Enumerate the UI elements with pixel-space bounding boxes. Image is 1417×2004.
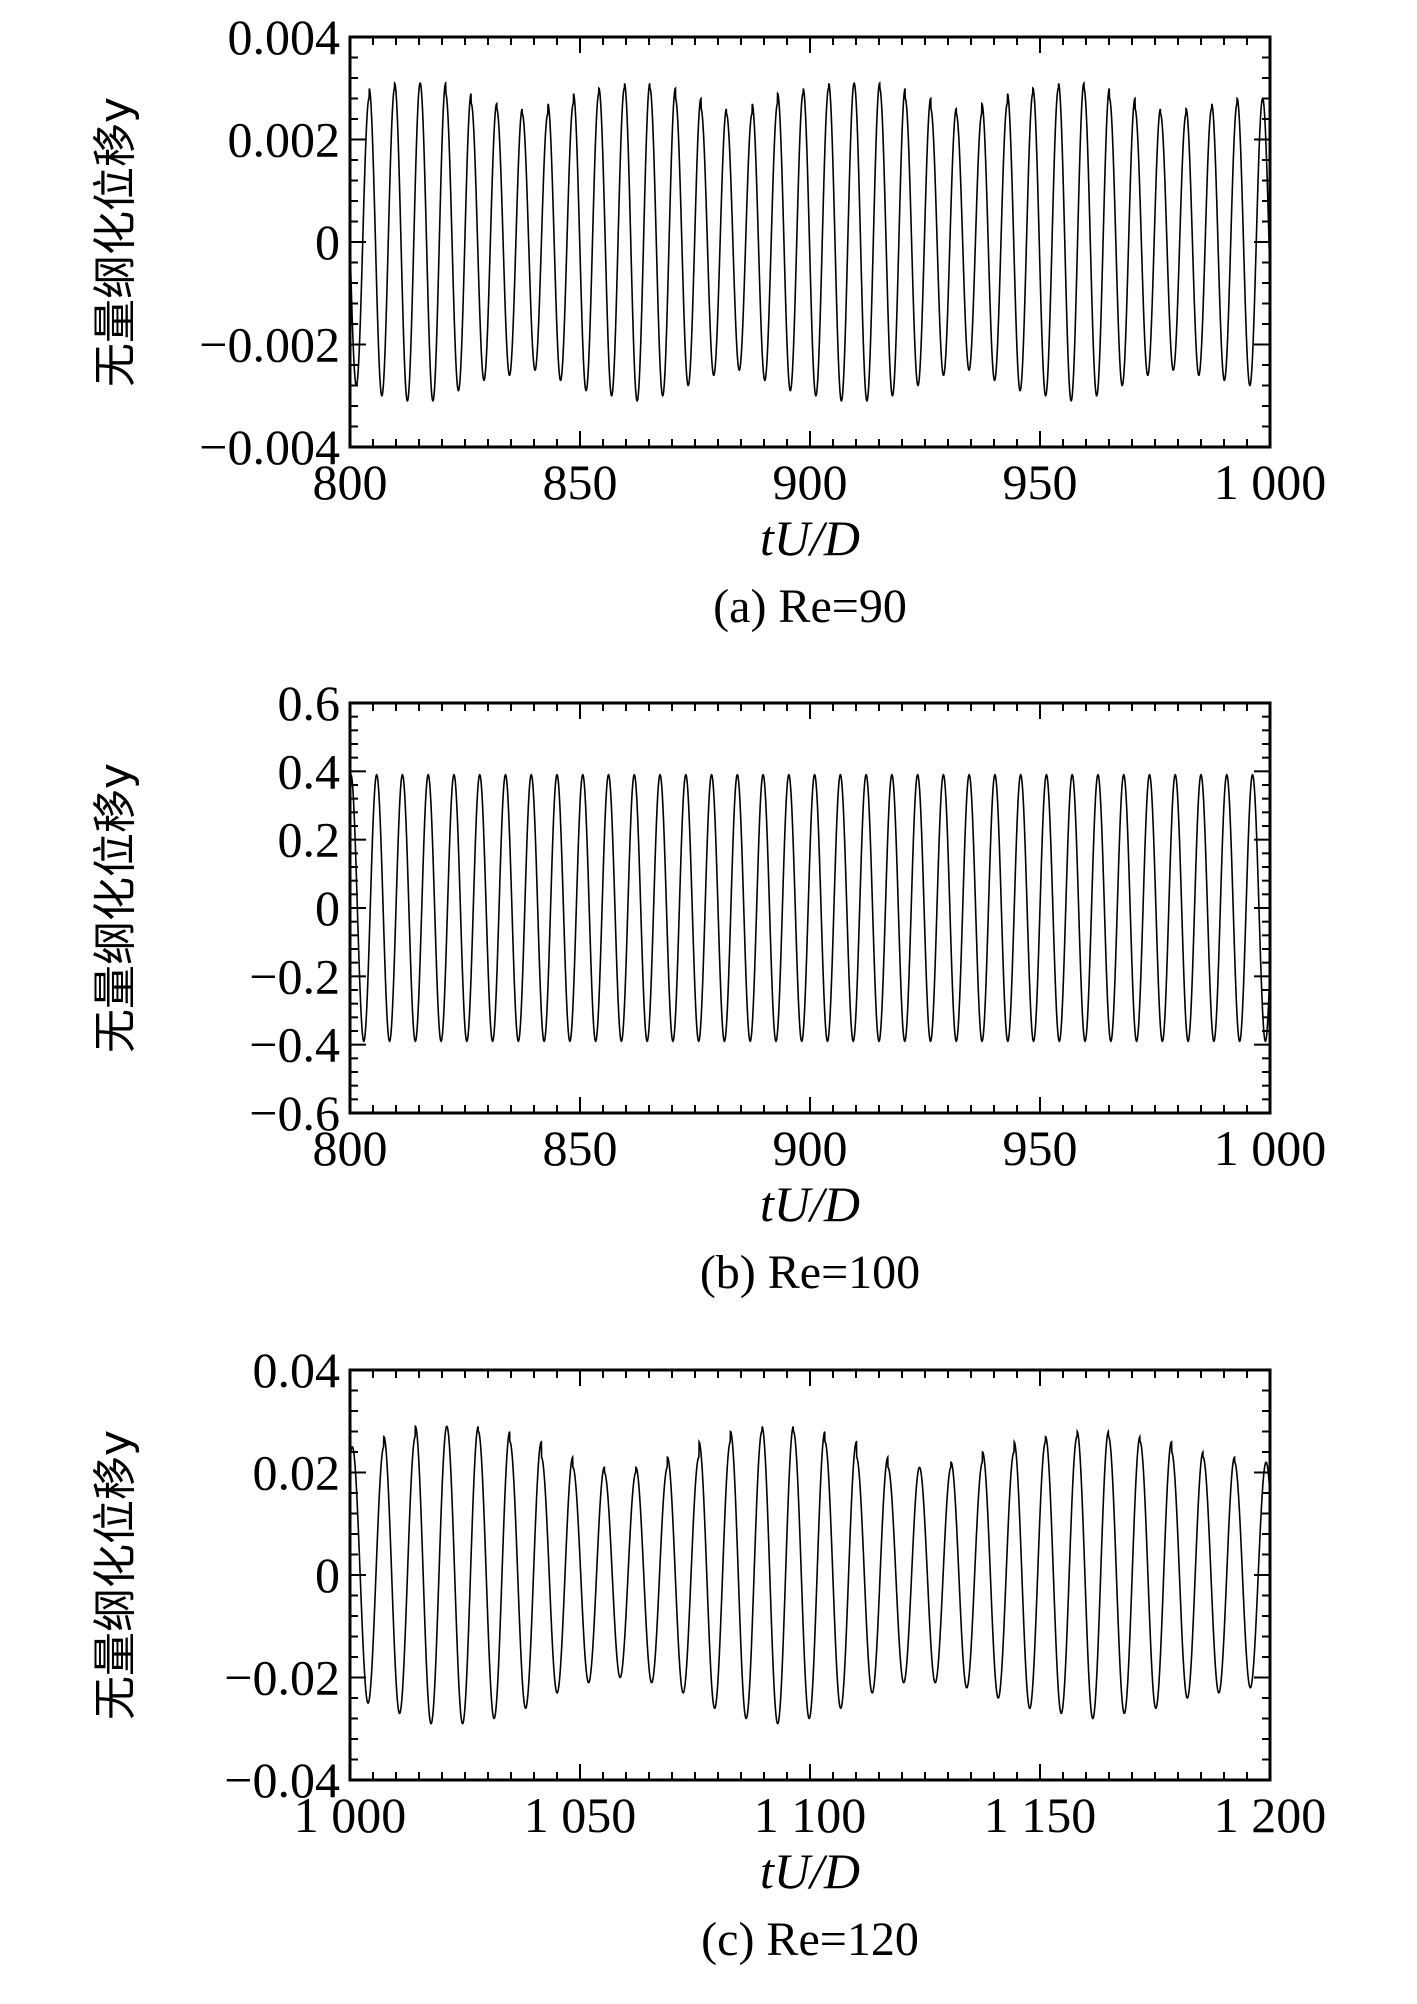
x-axis-label: tU/D <box>760 1176 860 1232</box>
x-tick-label: 950 <box>1003 454 1078 510</box>
y-tick-label: 0 <box>315 880 340 936</box>
panel-c-re120: 1 000 1 050 1 100 1 150 1 200 0.04 0.02 0 −0.02 −… <box>90 1342 1326 1966</box>
series-line <box>349 773 1271 1043</box>
y-tick-label: 0.2 <box>278 812 341 868</box>
series-line <box>349 81 1271 402</box>
x-tick-label: 1 050 <box>524 1787 637 1843</box>
x-tick-label: 1 150 <box>984 1787 1097 1843</box>
y-tick-label: −0.04 <box>224 1752 340 1808</box>
y-tick-label: 0.6 <box>278 675 341 731</box>
x-tick-label: 950 <box>1003 1120 1078 1176</box>
x-tick-label: 850 <box>543 454 618 510</box>
x-axis-label: tU/D <box>760 510 860 566</box>
y-tick-label: 0.4 <box>278 743 341 799</box>
panel-a-re90: 800 850 900 950 1 000 0.004 0.002 0 −0.002 −0.004… <box>90 9 1326 633</box>
x-axis-label: tU/D <box>760 1843 860 1899</box>
y-tick-label: −0.4 <box>249 1017 340 1073</box>
y-tick-label: 0 <box>315 214 340 270</box>
panel-b-re100: 800 850 900 950 1 000 0.6 0.4 0.2 0 −0.2 −0.4 −0.6 t… <box>90 675 1326 1299</box>
y-tick-label: −0.004 <box>199 419 340 475</box>
y-tick-label: −0.002 <box>199 317 340 373</box>
y-axis-label: 无量纲化位移y <box>90 1430 141 1720</box>
y-tick-label: −0.6 <box>249 1085 340 1141</box>
y-tick-label: 0.002 <box>228 112 341 168</box>
y-axis-label: 无量纲化位移y <box>90 97 141 387</box>
plot-frame <box>348 701 1272 1115</box>
y-axis-label: 无量纲化位移y <box>90 763 141 1053</box>
x-tick-label: 1 000 <box>294 1787 407 1843</box>
series-line <box>349 1424 1271 1725</box>
panel-caption: (a) Re=90 <box>713 580 907 633</box>
x-tick-label: 800 <box>313 454 388 510</box>
y-tick-label: −0.2 <box>249 948 340 1004</box>
x-tick-label: 1 000 <box>1214 1120 1327 1176</box>
x-tick-label: 900 <box>773 1120 848 1176</box>
panel-caption: (b) Re=100 <box>700 1246 920 1299</box>
y-tick-label: 0.004 <box>228 9 341 65</box>
x-tick-label: 1 200 <box>1214 1787 1327 1843</box>
panel-caption: (c) Re=120 <box>701 1913 919 1966</box>
x-tick-label: 1 100 <box>754 1787 867 1843</box>
x-tick-label: 900 <box>773 454 848 510</box>
x-tick-label: 1 000 <box>1214 454 1327 510</box>
x-tick-label: 850 <box>543 1120 618 1176</box>
y-tick-label: 0.04 <box>253 1342 341 1398</box>
y-tick-label: 0 <box>315 1547 340 1603</box>
y-tick-label: 0.02 <box>253 1445 341 1501</box>
y-tick-label: −0.02 <box>224 1650 340 1706</box>
x-tick-label: 800 <box>313 1120 388 1176</box>
